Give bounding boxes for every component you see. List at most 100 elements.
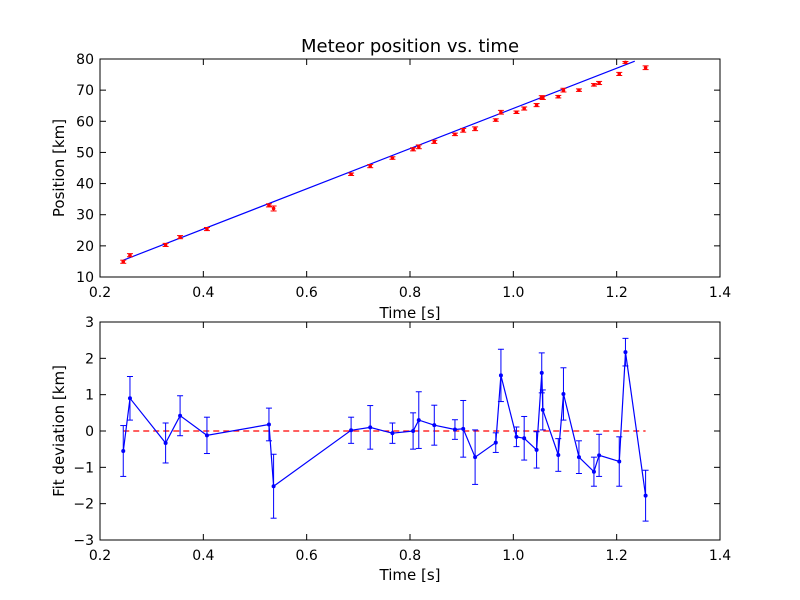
y-tick-label: 40 bbox=[76, 177, 94, 193]
data-point bbox=[128, 253, 132, 257]
x-tick-label: 0.4 bbox=[192, 548, 214, 564]
x-tick-label: 0.8 bbox=[399, 285, 421, 301]
data-point bbox=[461, 128, 466, 133]
position-chart: Meteor position vs. time 0.2 0.4 0.6 0.8 1.0… bbox=[50, 36, 731, 322]
y-tick-label: 2 bbox=[85, 351, 94, 367]
y-tick-label: 60 bbox=[76, 114, 94, 130]
data-marks bbox=[120, 337, 649, 522]
data-point bbox=[617, 72, 622, 76]
data-point bbox=[576, 455, 581, 460]
data-point bbox=[452, 427, 457, 432]
x-tick-label: 1.4 bbox=[709, 548, 731, 564]
data-point bbox=[127, 396, 132, 401]
data-point bbox=[597, 453, 602, 458]
x-axis-label: Time [s] bbox=[379, 566, 441, 584]
data-point bbox=[205, 227, 209, 231]
chart-title: Meteor position vs. time bbox=[301, 36, 519, 57]
data-point bbox=[349, 172, 353, 177]
data-point bbox=[121, 259, 126, 264]
data-point bbox=[473, 455, 478, 460]
data-point bbox=[271, 484, 276, 489]
data-point bbox=[534, 447, 539, 452]
y-axis-label: Position [km] bbox=[50, 119, 68, 217]
data-point bbox=[266, 422, 271, 427]
y-tick-label: 10 bbox=[76, 270, 94, 286]
data-point bbox=[623, 60, 628, 65]
data-point bbox=[597, 81, 601, 85]
data-point bbox=[432, 423, 437, 428]
y-tick-label: 30 bbox=[76, 208, 94, 224]
y-tick-label: 1 bbox=[85, 388, 94, 404]
data-point bbox=[540, 95, 545, 100]
data-point bbox=[514, 434, 519, 439]
x-tick-label: 0.6 bbox=[296, 285, 318, 301]
axis-ticks: 0.2 0.4 0.6 0.8 1.0 1.2 1.4 10 20 30 40 50 60 70 80 bbox=[76, 52, 731, 301]
x-tick-label: 1.0 bbox=[502, 548, 524, 564]
data-point bbox=[461, 426, 466, 431]
x-axis-label: Time [s] bbox=[379, 304, 441, 322]
data-point bbox=[432, 140, 437, 144]
y-axis-label: Fit deviation [km] bbox=[50, 365, 68, 497]
data-point bbox=[368, 164, 373, 168]
data-point bbox=[643, 493, 648, 498]
data-point bbox=[178, 413, 183, 418]
x-tick-label: 0.8 bbox=[399, 548, 421, 564]
data-point bbox=[539, 370, 544, 375]
y-tick-label: −2 bbox=[73, 497, 94, 513]
data-marks bbox=[120, 60, 649, 264]
data-point bbox=[453, 132, 457, 137]
data-point bbox=[498, 373, 503, 378]
y-tick-label: 20 bbox=[76, 239, 94, 255]
data-point bbox=[163, 440, 168, 445]
data-point bbox=[556, 452, 561, 457]
data-point bbox=[349, 428, 354, 433]
deviation-chart: 0.2 0.4 0.6 0.8 1.0 1.2 1.4 −3 −2 −1 0 1 2 3 Time [s]… bbox=[50, 315, 731, 584]
data-point bbox=[416, 145, 421, 149]
data-point bbox=[522, 436, 527, 441]
x-tick-label: 1.2 bbox=[606, 285, 628, 301]
y-tick-label: 50 bbox=[76, 145, 94, 161]
data-point bbox=[411, 147, 415, 152]
x-tick-label: 1.2 bbox=[606, 548, 628, 564]
data-point bbox=[121, 448, 126, 453]
x-tick-label: 1.4 bbox=[709, 285, 731, 301]
y-tick-label: 0 bbox=[85, 424, 94, 440]
x-tick-label: 0.4 bbox=[192, 285, 214, 301]
data-point bbox=[390, 431, 395, 436]
data-point bbox=[617, 459, 622, 464]
data-point bbox=[623, 350, 628, 355]
data-point bbox=[499, 110, 503, 115]
y-tick-label: −3 bbox=[73, 533, 94, 549]
x-tick-label: 0.2 bbox=[89, 285, 111, 301]
data-point bbox=[390, 156, 395, 160]
x-tick-label: 1.0 bbox=[502, 285, 524, 301]
data-point bbox=[522, 106, 526, 111]
y-tick-label: 3 bbox=[85, 315, 94, 331]
x-tick-label: 0.2 bbox=[89, 548, 111, 564]
data-point bbox=[493, 118, 498, 122]
data-point bbox=[368, 425, 373, 430]
data-point bbox=[591, 469, 596, 474]
data-point bbox=[411, 429, 416, 433]
data-point bbox=[514, 110, 519, 115]
y-tick-label: 70 bbox=[76, 83, 94, 99]
data-point bbox=[540, 407, 545, 412]
data-point bbox=[178, 235, 182, 239]
y-tick-label: 80 bbox=[76, 52, 94, 68]
data-point bbox=[534, 103, 539, 107]
data-point bbox=[643, 65, 648, 70]
data-point bbox=[561, 88, 566, 92]
data-point bbox=[163, 243, 168, 247]
data-point bbox=[561, 391, 566, 396]
data-point bbox=[271, 206, 276, 211]
x-tick-label: 0.6 bbox=[296, 548, 318, 564]
data-point bbox=[592, 83, 596, 87]
y-tick-label: −1 bbox=[73, 460, 94, 476]
axis-ticks: 0.2 0.4 0.6 0.8 1.0 1.2 1.4 −3 −2 −1 0 1 2 3 bbox=[73, 315, 731, 564]
data-point bbox=[493, 440, 498, 445]
data-point bbox=[577, 88, 581, 92]
data-point bbox=[473, 126, 477, 131]
data-point bbox=[267, 203, 271, 208]
data-point bbox=[556, 94, 561, 99]
